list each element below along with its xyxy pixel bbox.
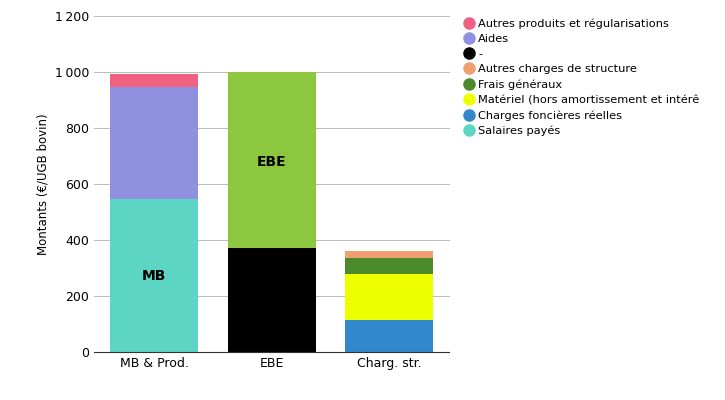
Bar xyxy=(110,199,199,352)
Text: MB: MB xyxy=(142,270,167,283)
Bar xyxy=(345,274,434,320)
Bar xyxy=(228,72,316,248)
Bar xyxy=(345,320,434,352)
Legend: Autres produits et régularisations, Aides, -, Autres charges de structure, Frais: Autres produits et régularisations, Aide… xyxy=(463,15,703,140)
Y-axis label: Montants (€/UGB bovin): Montants (€/UGB bovin) xyxy=(36,113,49,255)
Bar xyxy=(345,251,434,258)
Bar xyxy=(345,258,434,274)
Text: EBE: EBE xyxy=(257,154,286,169)
Bar xyxy=(110,87,199,199)
Bar xyxy=(110,74,199,87)
Bar xyxy=(228,248,316,352)
